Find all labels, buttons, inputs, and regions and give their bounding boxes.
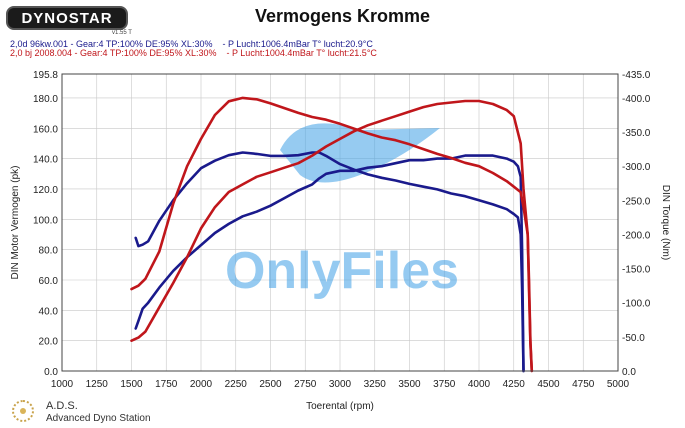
x-tick-label: 1500	[120, 379, 143, 390]
y-tick-label: 180.0	[33, 94, 58, 105]
y-tick-label: 100.0	[33, 215, 58, 226]
x-tick-label: 3000	[329, 379, 352, 390]
chart-axes: 1000 1250 1500 1750 2000 2250 2500 2750 3000 3250…	[10, 70, 671, 412]
x-tick-label: 3750	[433, 379, 456, 390]
series-line-red-torque	[130, 96, 534, 373]
series-line-blue-torque	[134, 151, 525, 373]
run-info-1: 2,0d 96kw.001 - Gear:4 TP:100% DE:95% XL…	[10, 39, 373, 49]
watermark-logo-icon	[280, 123, 440, 183]
x-axis-label: Toerental (rpm)	[306, 401, 374, 412]
x-tick-label: 1750	[155, 379, 178, 390]
footer: A.D.S. Advanced Dyno Station	[10, 398, 210, 428]
y2-tick-label: -250.0	[622, 196, 651, 207]
logo-text: DYNOSTAR	[21, 10, 113, 27]
x-tick-label: 4500	[537, 379, 560, 390]
x-tick-label: 1250	[86, 379, 109, 390]
logo-version: v1.55 T	[112, 30, 132, 36]
y-tick-label: 20.0	[39, 337, 59, 348]
x-tick-label: 5000	[607, 379, 630, 390]
run-info-2: 2,0 bj 2008.004 - Gear:4 TP:100% DE:95% …	[10, 48, 377, 58]
y-tick-label: 60.0	[39, 276, 59, 287]
chart-grid	[61, 73, 619, 372]
x-tick-label: 4750	[572, 379, 595, 390]
y2-tick-label: -400.0	[622, 94, 651, 105]
watermark: OnlyFiles	[225, 123, 459, 300]
y2-tick-label: -100.0	[622, 299, 651, 310]
y2-tick-label: -435.0	[622, 70, 651, 81]
y2-tick-label: -150.0	[622, 265, 651, 276]
ads-logo-icon	[12, 400, 34, 422]
x-tick-label: 1000	[51, 379, 74, 390]
y2-tick-label: -50.0	[622, 333, 645, 344]
y2-tick-label: -300.0	[622, 162, 651, 173]
watermark-text: OnlyFiles	[225, 242, 459, 300]
y-tick-label: 140.0	[33, 155, 58, 166]
page-title: Vermogens Kromme	[254, 6, 431, 26]
x-tick-label: 2750	[294, 379, 317, 390]
y2-tick-label: 0.0	[622, 367, 636, 378]
plot-frame	[61, 73, 619, 372]
x-tick-label: 4250	[503, 379, 526, 390]
footer-full-name: Advanced Dyno Station	[46, 413, 151, 424]
y-tick-label: 0.0	[44, 367, 58, 378]
y-tick-label: 80.0	[39, 246, 59, 257]
x-tick-label: 3250	[364, 379, 387, 390]
footer-name: A.D.S.	[46, 400, 78, 412]
series-line-red-power	[130, 99, 534, 373]
x-tick-label: 2000	[190, 379, 213, 390]
y-tick-label: 120.0	[33, 185, 58, 196]
y-axis-label: DIN Motor Vermogen (pk)	[10, 166, 21, 280]
y-tick-label: 160.0	[33, 124, 58, 135]
y-tick-label: 40.0	[39, 306, 59, 317]
y2-tick-label: -200.0	[622, 230, 651, 241]
x-tick-label: 4000	[468, 379, 491, 390]
dynostar-logo: DYNOSTAR	[6, 6, 128, 30]
y2-axis-label: DIN Torque (Nm)	[660, 185, 671, 260]
x-tick-label: 2500	[259, 379, 282, 390]
x-tick-label: 2250	[225, 379, 248, 390]
x-tick-label: 3500	[398, 379, 421, 390]
y2-tick-label: -350.0	[622, 128, 651, 139]
y-tick-label: 195.8	[33, 70, 58, 81]
chart-series	[130, 96, 534, 373]
